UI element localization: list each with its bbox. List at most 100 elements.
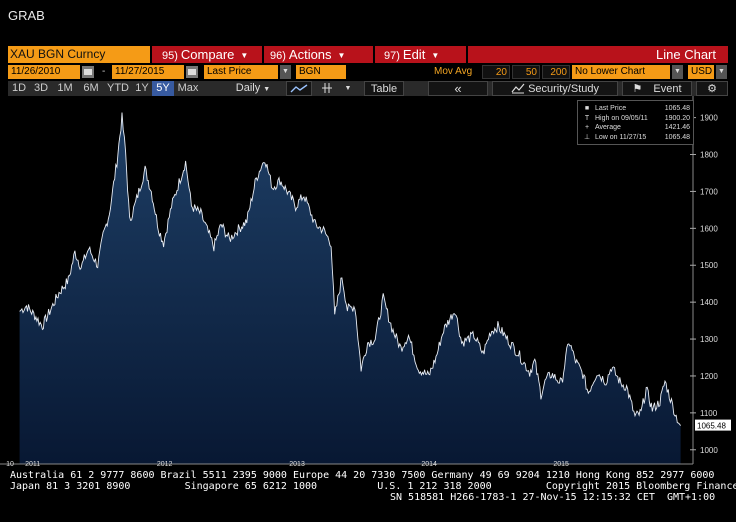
chart-tools-bar: 1D 3D 1M 6M YTD 1Y 5Y Max Daily ▼ ▼ Table « Sec… — [8, 81, 728, 96]
legend-key: + — [584, 124, 590, 131]
mov-avg-label: Mov Avg — [434, 66, 473, 77]
x-tick-label: 2011 — [25, 461, 40, 468]
study-icon — [511, 83, 525, 94]
chevron-down-icon[interactable]: ▼ — [672, 65, 683, 79]
event-label: Event — [653, 83, 682, 95]
security-study-button[interactable]: Security/Study — [492, 81, 618, 96]
line-chart-icon-graphic — [290, 84, 308, 93]
toolbar-divider — [150, 46, 152, 63]
chevron-down-icon[interactable]: ▼ — [344, 85, 352, 92]
gear-icon[interactable]: ⚙ — [696, 81, 728, 96]
toolbar-divider — [373, 46, 375, 63]
legend-text: Average — [595, 124, 621, 131]
legend-text: Low on 11/27/15 — [595, 133, 647, 141]
period-1y-button[interactable]: 1Y — [135, 82, 149, 94]
y-tick-label: 1700 — [700, 187, 718, 196]
period-3d-button[interactable]: 3D — [33, 82, 49, 94]
legend-value: 1065.48 — [664, 133, 690, 141]
y-tick-label: 1000 — [700, 446, 718, 455]
x-tick-label: 2014 — [421, 461, 437, 468]
period-max-button[interactable]: Max — [177, 82, 199, 94]
edit-menu-label: Edit — [402, 47, 426, 62]
security-field[interactable]: XAU BGN Curncy — [8, 46, 150, 63]
period-1m-button[interactable]: 1M — [57, 82, 73, 94]
lower-chart-select[interactable]: No Lower Chart — [572, 65, 670, 79]
footer-contacts-line2: Japan 81 3 3201 8900 Singapore 65 6212 1… — [10, 481, 736, 492]
currency-select[interactable]: USD — [688, 65, 714, 79]
actions-menu-label: Actions — [288, 47, 332, 62]
flag-icon: ⚑ — [632, 83, 643, 95]
legend-key: ■ — [584, 105, 590, 112]
edit-menu[interactable]: 97) Edit ▼ — [384, 46, 439, 63]
toolbar-divider — [262, 46, 264, 63]
legend-row: + Average 1421.46 — [582, 123, 690, 132]
legend-row: ■ Last Price 1065.48 — [582, 104, 690, 113]
legend-value: 1065.48 — [664, 105, 690, 112]
actions-menu[interactable]: 96) Actions ▼ — [270, 46, 345, 63]
window-title: GRAB — [8, 8, 45, 23]
legend-value: 1421.46 — [664, 124, 690, 131]
table-button[interactable]: Table — [364, 81, 404, 96]
legend-key: ⊥ — [583, 133, 591, 141]
y-tick-label: 1900 — [700, 114, 718, 123]
y-tick-label: 1500 — [700, 261, 718, 270]
crosshair-icon-graphic — [322, 83, 332, 93]
legend-value: 1900.20 — [664, 114, 690, 122]
frequency-label: Daily — [235, 82, 261, 94]
period-6m-button[interactable]: 6M — [83, 82, 99, 94]
date-range-dash: - — [102, 66, 106, 77]
compare-menu-number: 95) — [162, 50, 178, 62]
calendar-icon[interactable] — [186, 66, 198, 78]
chevron-down-icon[interactable]: ▼ — [280, 65, 291, 79]
legend-row: T High on 09/05/11 1900.20 — [582, 114, 690, 123]
actions-menu-number: 96) — [270, 50, 286, 62]
ma-50-field[interactable]: 50 — [512, 65, 540, 79]
y-tick-label: 1600 — [700, 224, 718, 233]
x-tick-label: 10 — [6, 461, 14, 468]
x-tick-label: 2015 — [553, 461, 569, 468]
compare-menu-label: Compare — [180, 47, 235, 62]
footer-contacts-line1: Australia 61 2 9777 8600 Brazil 5511 239… — [10, 470, 715, 481]
y-tick-label: 1800 — [700, 151, 718, 160]
chart-parameters: 11/26/2010 - 11/27/2015 Last Price ▼ BGN… — [8, 65, 728, 79]
edit-menu-number: 97) — [384, 50, 400, 62]
period-1d-button[interactable]: 1D — [11, 82, 27, 94]
chevron-down-icon: ▼ — [263, 86, 271, 93]
legend-text: Last Price — [595, 105, 627, 112]
chart-type-label: Line Chart — [656, 47, 716, 62]
y-tick-label: 1400 — [700, 298, 718, 307]
main-toolbar: XAU BGN Curncy 95) Compare ▼ 96) Actions ▼ 9… — [8, 46, 728, 63]
y-tick-label: 1200 — [700, 372, 718, 381]
last-price-tag — [695, 419, 731, 431]
calendar-icon[interactable] — [82, 66, 94, 78]
footer-session-info: SN 518581 H266-1783-1 27-Nov-15 12:15:32… — [390, 492, 716, 503]
navigate-back-button[interactable]: « — [428, 81, 488, 96]
ma-200-field[interactable]: 200 — [542, 65, 570, 79]
crosshair-icon[interactable] — [316, 81, 338, 96]
compare-menu[interactable]: 95) Compare ▼ — [162, 46, 248, 63]
y-tick-label: 1100 — [700, 409, 718, 418]
line-chart-icon[interactable] — [286, 81, 312, 96]
security-study-label: Security/Study — [528, 83, 599, 95]
period-5y-button[interactable]: 5Y — [152, 81, 174, 96]
chevron-down-icon: ▼ — [337, 51, 346, 60]
event-button[interactable]: ⚑ Event — [622, 81, 692, 96]
chevron-down-icon: ▼ — [431, 51, 440, 60]
start-date-field[interactable]: 11/26/2010 — [8, 65, 80, 79]
y-tick-label: 1300 — [700, 335, 718, 344]
legend-row: ⊥ Low on 11/27/15 1065.48 — [582, 133, 690, 142]
x-tick-label: 2013 — [289, 461, 305, 468]
price-chart[interactable]: 1000 1100 1200 1300 1400 1500 1600 1700 1800 1900… — [0, 96, 736, 468]
legend-key: T — [584, 114, 590, 122]
chevron-down-icon: ▼ — [240, 51, 249, 60]
price-line — [19, 112, 681, 426]
chart-legend[interactable]: ■ Last Price 1065.48 T High on 09/05/11 1900.… — [577, 100, 694, 145]
ma-20-field[interactable]: 20 — [482, 65, 510, 79]
price-area-fill — [19, 112, 681, 464]
price-field-select[interactable]: Last Price — [204, 65, 278, 79]
pricing-source-field[interactable]: BGN — [296, 65, 346, 79]
end-date-field[interactable]: 11/27/2015 — [112, 65, 184, 79]
frequency-select[interactable]: Daily ▼ — [231, 81, 275, 96]
chevron-down-icon[interactable]: ▼ — [716, 65, 727, 79]
period-ytd-button[interactable]: YTD — [107, 82, 129, 94]
